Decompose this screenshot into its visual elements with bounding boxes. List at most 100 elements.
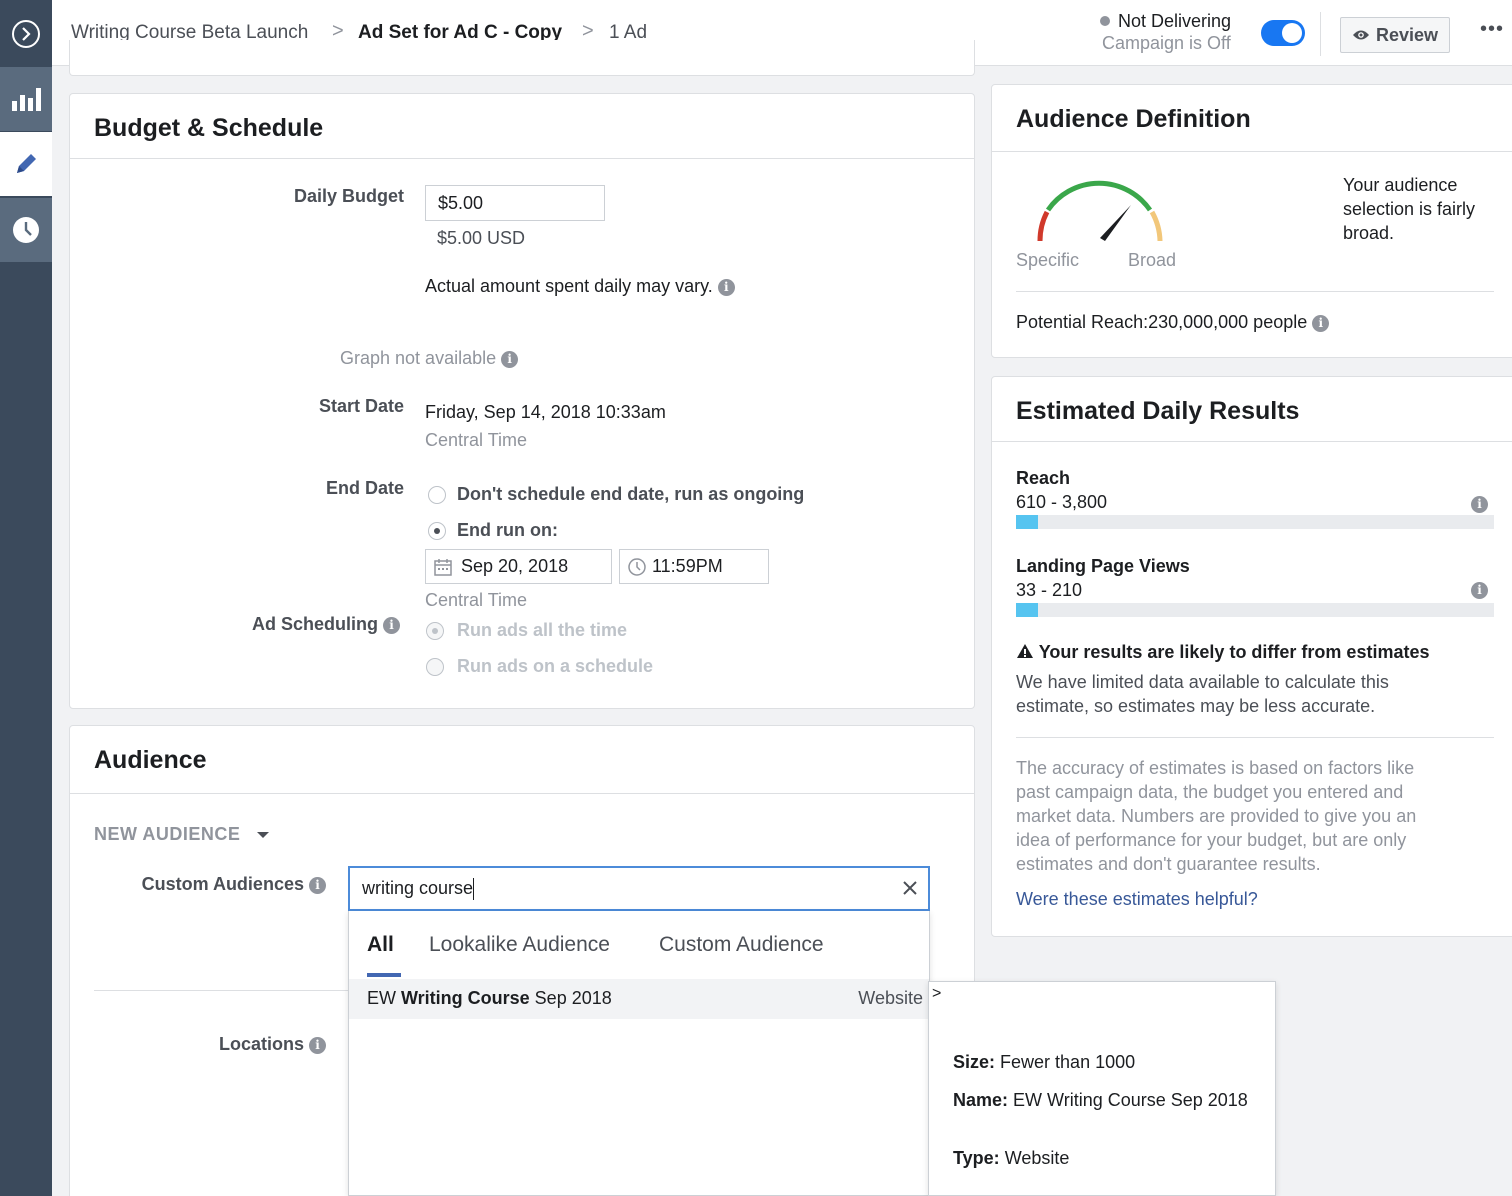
end-ongoing-label[interactable]: Don't schedule end date, run as ongoing [457,484,805,504]
end-date-input[interactable]: Sep 20, 2018 [425,549,612,584]
divider [94,990,350,991]
divider [992,151,1512,152]
reach-value: 610 - 3,800 [1016,492,1108,512]
locations-text: Locations [218,1034,304,1054]
campaign-toggle[interactable] [1261,20,1305,46]
info-icon[interactable]: i [717,278,735,296]
ad-scheduling-label: Ad Scheduling i [252,614,400,635]
daily-budget-input[interactable]: $5.00 [425,185,605,221]
sched-schedule-radio[interactable] [426,658,444,676]
info-icon[interactable]: i [1471,582,1488,599]
clear-icon[interactable] [902,880,918,896]
potential-reach: Potential Reach:230,000,000 people i [1016,312,1330,333]
pencil-icon [17,154,36,173]
info-icon[interactable]: i [1471,496,1488,513]
accuracy-line: market data. Numbers are provided to giv… [1016,806,1417,826]
review-button[interactable]: Review [1340,17,1450,53]
sched-all-time-label[interactable]: Run ads all the time [457,620,628,640]
edit-button[interactable] [0,132,52,196]
breadcrumb-adset[interactable]: Ad Set for Ad C - Copy [358,22,563,43]
divider [1016,737,1494,738]
warning-title: Your results are likely to differ from e… [1016,642,1429,663]
breadcrumb-chevron-icon: > [582,20,594,42]
review-label: Review [1375,24,1439,45]
start-date-value: Friday, Sep 14, 2018 10:33am [425,402,666,422]
tooltip-size-value: Fewer than 1000 [1000,1052,1136,1072]
left-rail [0,0,52,1196]
breadcrumb-campaign[interactable]: Writing Course Beta Launch [71,22,309,43]
end-date-label: End Date [325,478,404,498]
tooltip-name: Name: EW Writing Course Sep 2018 [953,1090,1253,1110]
audience-description-line: Your audience [1343,175,1458,195]
sched-all-time-radio[interactable] [426,622,444,640]
tab-all[interactable]: All [367,933,394,956]
sched-schedule-label[interactable]: Run ads on a schedule [457,656,654,676]
tooltip-type-label: Type: [953,1148,1000,1168]
caret-down-icon [256,832,269,838]
result-prefix: EW [367,988,401,1008]
tooltip-type: Type: Website [953,1148,1069,1169]
budget-title: Budget & Schedule [94,114,324,142]
expand-rail-button[interactable] [0,2,52,66]
daily-budget-usd: $5.00 USD [437,228,526,248]
budget-schedule-card: Budget & Schedule Daily Budget $5.00 $5.… [69,93,975,709]
accuracy-line: past campaign data, the budget you enter… [1016,782,1404,802]
estimates-helpful-link[interactable]: Were these estimates helpful? [1016,889,1258,909]
vary-note: Actual amount spent daily may vary. i [425,276,735,297]
graph-note-text: Graph not available [340,348,497,368]
more-options-button[interactable]: ••• [1480,18,1505,40]
estimates-title: Estimated Daily Results [1016,397,1300,425]
delivery-status: Not Delivering [1118,11,1232,31]
warning-icon [1017,644,1033,658]
info-icon[interactable]: i [383,616,400,634]
lpv-bar-fill [1016,603,1039,617]
new-audience-dropdown[interactable]: NEW AUDIENCE [94,824,270,845]
accuracy-line: estimates and don't guarantee results. [1016,854,1321,874]
tab-lookalike[interactable]: Lookalike Audience [429,933,610,956]
tooltip-name-value: EW Writing Course Sep 2018 [1013,1090,1248,1110]
audience-description: Your audience selection is fairly broad. [1343,173,1475,245]
end-time-input[interactable]: 11:59PM [619,549,769,584]
gauge-icon [1037,180,1163,242]
divider [70,793,974,794]
tooltip-size: Size: Fewer than 1000 [953,1052,1135,1073]
info-icon[interactable]: i [1312,314,1330,332]
tooltip-size-label: Size: [953,1052,996,1072]
custom-audience-search-input[interactable]: writing course [348,866,930,911]
status-dot-icon [1100,16,1110,26]
end-ongoing-radio[interactable] [428,486,446,504]
warning-body-line: We have limited data available to calcul… [1016,672,1389,692]
calendar-icon [434,558,452,576]
breadcrumb-chevron-icon: > [332,20,344,42]
tab-custom[interactable]: Custom Audience [659,933,824,956]
campaign-state: Campaign is Off [1102,33,1231,53]
info-icon[interactable]: i [309,876,326,894]
accuracy-line: The accuracy of estimates is based on fa… [1016,758,1415,778]
audience-definition-card: Audience Definition Specific Broad Your … [991,84,1512,358]
graph-note: Graph not available i [340,348,519,369]
end-run-on-radio[interactable] [428,522,446,540]
info-icon[interactable]: i [309,1036,326,1054]
search-value: writing course [362,878,474,898]
end-run-on-label[interactable]: End run on: [457,520,558,540]
history-button[interactable] [0,198,52,262]
custom-audiences-text: Custom Audiences [141,874,304,894]
divider [70,158,974,159]
divider [992,441,1512,442]
breadcrumb-ads[interactable]: 1 Ad [609,22,648,43]
locations-label: Locations i [219,1034,326,1055]
tooltip-arrow-icon: > [932,985,942,1002]
reports-button[interactable] [0,67,52,131]
tab-underline [367,973,401,977]
custom-audiences-label: Custom Audiences i [142,874,326,895]
info-icon[interactable]: i [501,350,519,368]
list-item[interactable]: EW Writing Course Sep 2018 Website [349,979,929,1019]
accuracy-note: The accuracy of estimates is based on fa… [1016,756,1416,876]
result-match: Writing Course [401,988,530,1008]
reach-bar-fill [1016,515,1039,529]
new-audience-label: NEW AUDIENCE [94,824,241,844]
warning-body-line: estimate, so estimates may be less accur… [1016,696,1376,716]
end-timezone: Central Time [425,590,528,610]
bar-chart-icon [12,88,41,111]
gauge-specific-label: Specific [1016,250,1080,270]
